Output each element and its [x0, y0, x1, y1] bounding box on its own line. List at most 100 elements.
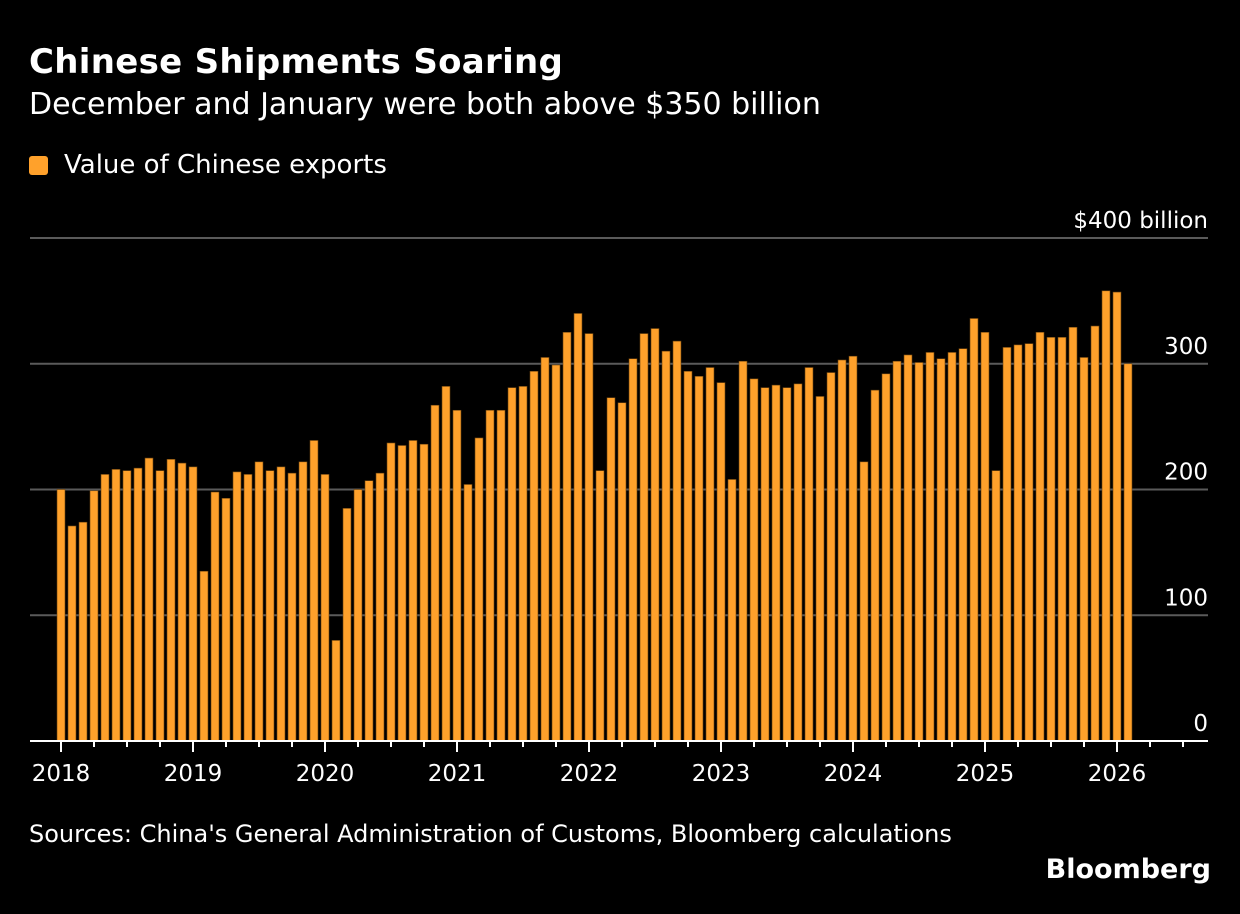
bar [1068, 326, 1078, 742]
bar [1079, 357, 1089, 742]
bar [309, 440, 319, 742]
bar [518, 386, 528, 742]
bar [606, 397, 616, 742]
bar [155, 470, 165, 742]
bar [969, 318, 979, 742]
x-tick-label: 2020 [296, 761, 355, 787]
bar [1024, 343, 1034, 742]
x-tick-label: 2024 [824, 761, 883, 787]
bar [595, 470, 605, 742]
bar [815, 396, 825, 742]
source-note: Sources: China's General Administration … [29, 820, 952, 848]
bar [177, 462, 187, 742]
bar [331, 640, 341, 742]
bar [551, 364, 561, 742]
bar [1123, 363, 1133, 742]
bar [1090, 325, 1100, 742]
x-tick-label: 2023 [692, 761, 751, 787]
bar [67, 525, 77, 742]
bar [837, 359, 847, 742]
bar [628, 358, 638, 742]
bar [320, 474, 330, 742]
y-tick-label: 100 [1164, 585, 1208, 611]
bloomberg-logo: Bloomberg [1045, 854, 1211, 885]
y-tick-label: $400 billion [1073, 208, 1208, 234]
bar [232, 471, 242, 742]
bar [1035, 332, 1045, 742]
bar [881, 373, 891, 742]
bar [573, 313, 583, 742]
bar [342, 508, 352, 742]
bar [210, 491, 220, 742]
bar [188, 466, 198, 742]
bar [958, 348, 968, 742]
bar [474, 437, 484, 742]
bar [771, 384, 781, 742]
bar [243, 474, 253, 742]
bar [540, 357, 550, 742]
bar [936, 358, 946, 742]
bar [584, 333, 594, 742]
bar [804, 367, 814, 742]
bar [496, 409, 506, 742]
x-tick-label: 2022 [560, 761, 619, 787]
bar [254, 461, 264, 742]
bar [782, 387, 792, 742]
legend-label: Value of Chinese exports [64, 150, 387, 180]
bar [364, 480, 374, 742]
bar [672, 340, 682, 742]
bar [1013, 344, 1023, 742]
bar [353, 489, 363, 742]
bar [826, 372, 836, 742]
bar [375, 472, 385, 742]
chart-subtitle: December and January were both above $35… [29, 87, 821, 122]
bar [1002, 347, 1012, 742]
bar [221, 498, 231, 742]
bar [903, 354, 913, 742]
x-tick-label: 2019 [164, 761, 223, 787]
x-tick-label: 2021 [428, 761, 487, 787]
bar [463, 484, 473, 742]
bar [991, 470, 1001, 742]
legend-swatch [29, 155, 48, 175]
bar [89, 490, 99, 742]
bar [144, 457, 154, 742]
bar [276, 466, 286, 742]
bar [1046, 337, 1056, 742]
y-tick-label: 0 [1193, 711, 1208, 737]
bar [408, 440, 418, 742]
bar [716, 382, 726, 742]
y-tick-label: 300 [1164, 334, 1208, 360]
bar [265, 470, 275, 742]
bar [1112, 291, 1122, 742]
bar [166, 459, 176, 742]
bar [617, 402, 627, 742]
bar [111, 469, 121, 742]
legend: Value of Chinese exports [29, 150, 387, 180]
bar [430, 404, 440, 742]
bar [1101, 290, 1111, 742]
bar [749, 378, 759, 742]
bar [914, 362, 924, 742]
bar [485, 409, 495, 742]
bar [562, 332, 572, 742]
bar [683, 370, 693, 742]
bar [298, 461, 308, 742]
bar [133, 467, 143, 742]
bar [650, 328, 660, 742]
bar [760, 387, 770, 742]
bar [122, 470, 132, 742]
bar [287, 472, 297, 742]
bar [694, 376, 704, 742]
bar [925, 352, 935, 742]
chart-title: Chinese Shipments Soaring [29, 42, 564, 82]
bar [738, 360, 748, 742]
bar [793, 383, 803, 742]
bar [705, 367, 715, 742]
bar [56, 489, 66, 742]
bar [661, 350, 671, 742]
bar [452, 409, 462, 742]
x-tick-label: 2026 [1088, 761, 1147, 787]
bar [859, 461, 869, 742]
